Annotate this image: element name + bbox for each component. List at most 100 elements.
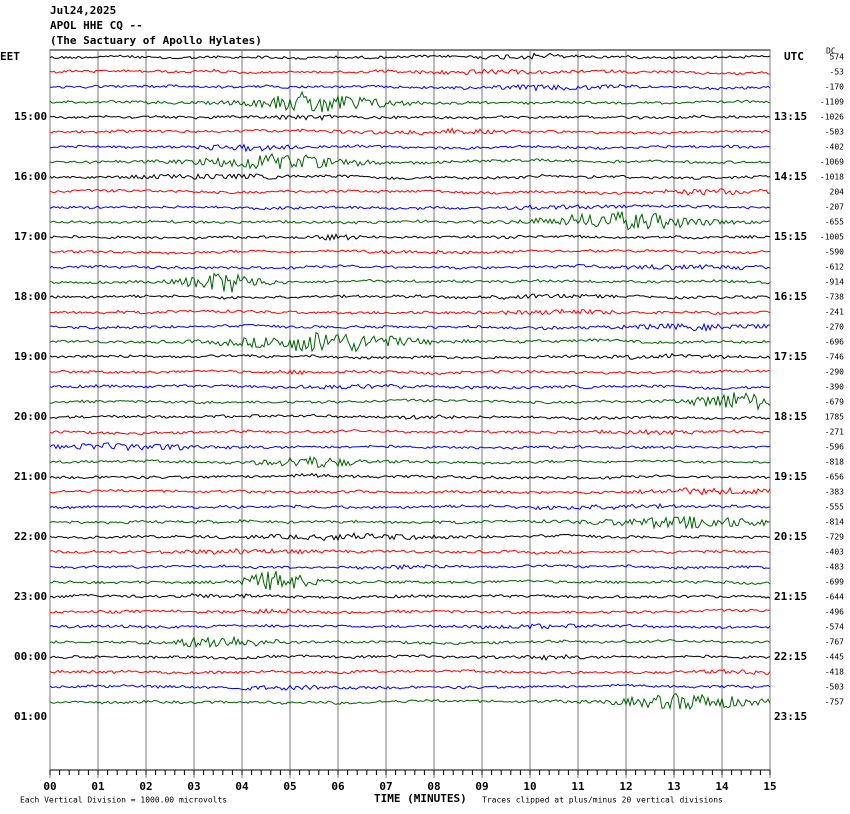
left-time-label: 19:00 <box>14 350 47 363</box>
trace <box>49 608 771 615</box>
x-tick-label: 13 <box>667 780 680 793</box>
trace <box>49 455 771 468</box>
trace <box>49 272 771 293</box>
dc-offset: -1069 <box>820 158 844 167</box>
trace <box>49 114 771 122</box>
plot-frame <box>49 49 771 771</box>
trace <box>49 383 771 390</box>
date: Jul24,2025 <box>50 4 116 17</box>
dc-offset: -679 <box>825 398 844 407</box>
x-tick-label: 09 <box>475 780 488 793</box>
dc-offset: -1109 <box>820 98 844 107</box>
dc-offset: -1026 <box>820 113 844 122</box>
dc-offset: -270 <box>825 323 844 332</box>
x-axis-label: TIME (MINUTES) <box>374 792 467 805</box>
trace <box>49 502 771 511</box>
trace <box>50 570 771 591</box>
trace <box>49 52 771 60</box>
right-time-label: 13:15 <box>774 110 807 123</box>
right-time-label: 23:15 <box>774 710 807 723</box>
trace <box>49 143 770 153</box>
site: (The Sactuary of Apollo Hylates) <box>50 34 262 47</box>
trace <box>49 635 771 649</box>
dc-offset: -656 <box>825 473 844 482</box>
dc-offset: -699 <box>825 578 844 587</box>
right-time-label: 18:15 <box>774 410 807 423</box>
dc-offset: -390 <box>825 383 844 392</box>
dc-offset: -170 <box>825 83 844 92</box>
x-tick-label: 06 <box>331 780 345 793</box>
trace <box>49 442 771 452</box>
dc-offset: -403 <box>825 548 844 557</box>
dc-offset: -402 <box>825 143 844 152</box>
dc-offset: -418 <box>825 668 844 677</box>
dc-offset: 574 <box>830 53 845 62</box>
trace <box>49 308 771 316</box>
x-tick-label: 01 <box>91 780 105 793</box>
x-tick-label: 15 <box>763 780 776 793</box>
right-time-label: 14:15 <box>774 170 807 183</box>
left-time-label: 17:00 <box>14 230 47 243</box>
dc-offset: -729 <box>825 533 844 542</box>
trace <box>49 392 771 412</box>
x-tick-label: 00 <box>43 780 56 793</box>
x-tick-label: 11 <box>571 780 585 793</box>
right-axis-label: UTC <box>784 50 804 63</box>
x-tick-label: 08 <box>427 780 440 793</box>
x-tick-label: 10 <box>523 780 536 793</box>
left-time-label: 00:00 <box>14 650 47 663</box>
dc-offset: -818 <box>825 458 844 467</box>
dc-offset: -483 <box>825 563 844 572</box>
right-time-label: 20:15 <box>774 530 807 543</box>
right-time-label: 15:15 <box>774 230 807 243</box>
trace <box>49 263 771 271</box>
x-tick-label: 02 <box>139 780 152 793</box>
x-tick-label: 12 <box>619 780 632 793</box>
dc-offset: 1785 <box>825 413 844 422</box>
trace <box>49 127 771 136</box>
left-time-label: 20:00 <box>14 410 47 423</box>
trace <box>49 293 771 300</box>
dc-offset: -496 <box>825 608 844 617</box>
x-tick-label: 04 <box>235 780 249 793</box>
trace <box>49 322 771 333</box>
trace <box>49 531 771 542</box>
left-time-label: 16:00 <box>14 170 47 183</box>
dc-offset: -574 <box>825 623 844 632</box>
dc-label: DC <box>826 47 836 56</box>
trace <box>49 68 771 76</box>
dc-offset: -814 <box>825 518 844 527</box>
trace <box>49 173 771 180</box>
left-time-label: 18:00 <box>14 290 47 303</box>
trace <box>49 563 771 570</box>
trace <box>49 515 771 530</box>
x-tick-label: 14 <box>715 780 729 793</box>
dc-offset: -655 <box>825 218 844 227</box>
dc-offset: -241 <box>825 308 844 317</box>
dc-offset: -503 <box>825 128 844 137</box>
clip-note: Traces clipped at plus/minus 20 vertical… <box>482 796 723 805</box>
dc-offset: -914 <box>825 278 844 287</box>
dc-offset: -767 <box>825 638 844 647</box>
scale-note: Each Vertical Division = 1000.00 microvo… <box>20 796 227 805</box>
dc-offset: -53 <box>830 68 845 77</box>
trace <box>49 210 771 231</box>
trace <box>49 413 771 421</box>
dc-offset: -596 <box>825 443 844 452</box>
x-tick-label: 03 <box>187 780 200 793</box>
x-tick-label: 05 <box>283 780 296 793</box>
trace <box>49 428 771 436</box>
trace <box>49 486 771 496</box>
trace <box>49 623 771 630</box>
dc-offset: -290 <box>825 368 844 377</box>
left-time-label: 22:00 <box>14 530 47 543</box>
dc-offset: -207 <box>825 203 844 212</box>
dc-offset: -1018 <box>820 173 844 182</box>
dc-offset: -590 <box>825 248 844 257</box>
trace <box>49 249 771 255</box>
right-time-label: 19:15 <box>774 470 807 483</box>
left-time-label: 01:00 <box>14 710 47 723</box>
station: APOL HHE CQ -- <box>50 19 143 32</box>
dc-offset: -445 <box>825 653 844 662</box>
